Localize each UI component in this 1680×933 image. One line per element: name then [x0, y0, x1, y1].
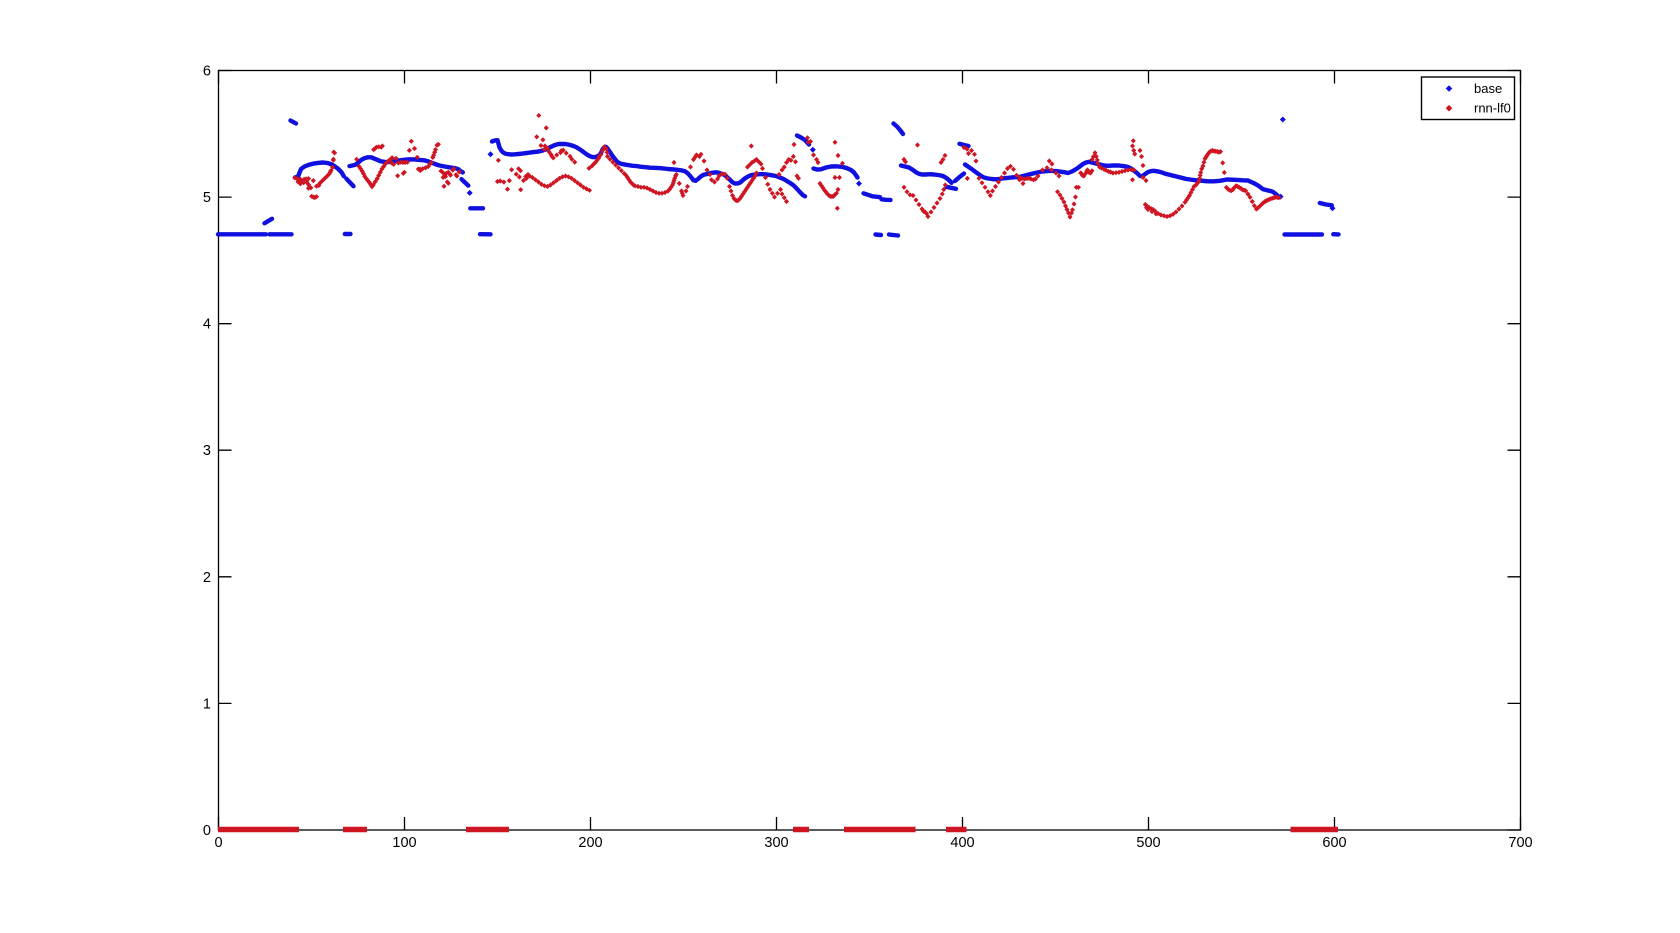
svg-text:5: 5	[203, 190, 211, 206]
svg-text:3: 3	[203, 443, 211, 459]
svg-text:400: 400	[950, 835, 974, 851]
svg-text:100: 100	[392, 835, 416, 851]
svg-text:0: 0	[203, 823, 211, 839]
svg-text:4: 4	[203, 317, 211, 333]
svg-text:700: 700	[1508, 835, 1532, 851]
svg-text:2: 2	[203, 570, 211, 586]
svg-text:base: base	[1474, 81, 1502, 96]
svg-text:500: 500	[1136, 835, 1160, 851]
svg-text:600: 600	[1322, 835, 1346, 851]
svg-text:rnn-lf0: rnn-lf0	[1474, 101, 1511, 116]
svg-text:6: 6	[203, 64, 211, 80]
svg-text:200: 200	[578, 835, 602, 851]
svg-text:1: 1	[203, 696, 211, 712]
svg-text:0: 0	[214, 835, 222, 851]
svg-text:300: 300	[764, 835, 788, 851]
